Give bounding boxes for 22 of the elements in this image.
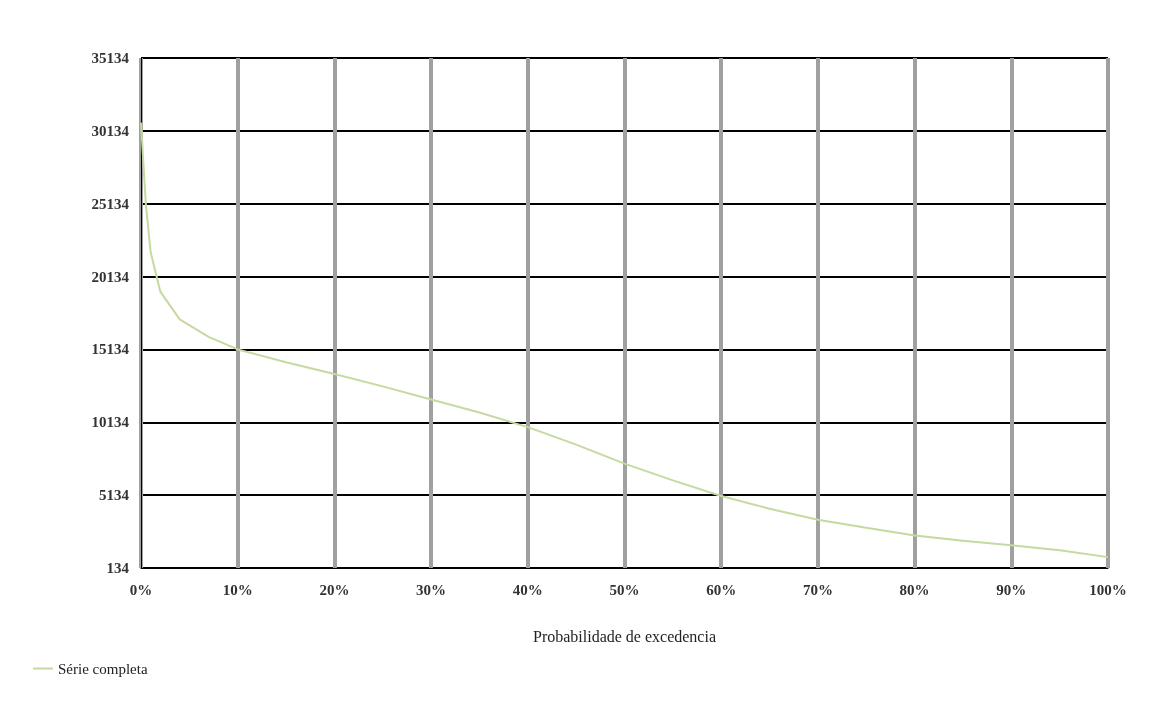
y-tick-label: 25134 (91, 195, 130, 212)
y-tick-label: 134 (106, 560, 130, 576)
y-tick-label: 35134 (91, 50, 130, 66)
x-tick-label: 50% (609, 581, 640, 598)
y-tick-label: 10134 (91, 414, 130, 431)
x-tick-label: 20% (319, 581, 350, 598)
x-tick-label: 10% (222, 581, 253, 598)
x-tick-label: 0% (129, 581, 153, 598)
y-tick-label: 30134 (91, 122, 130, 139)
x-tick-label: 40% (512, 581, 543, 598)
y-tick-label: 20134 (91, 268, 130, 285)
x-tick-label: 30% (416, 581, 447, 598)
x-tick-label: 90% (996, 581, 1027, 598)
x-tick-label: 70% (802, 581, 833, 598)
x-tick-label: 100% (1089, 581, 1127, 598)
y-tick-label: 5134 (99, 487, 130, 504)
line-series (140, 121, 1109, 559)
x-tick-label: 60% (706, 581, 737, 598)
x-tick-label: 80% (899, 581, 930, 598)
legend-label: Série completa (58, 660, 148, 677)
y-tick-label: 15134 (91, 341, 130, 358)
x-axis-title: Probabilidade de excedencia (532, 627, 717, 645)
